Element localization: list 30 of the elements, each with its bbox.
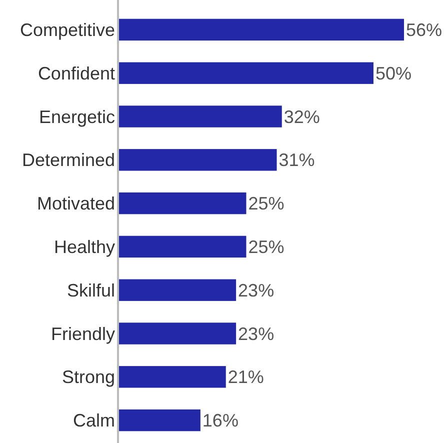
y-tick-label: Healthy (54, 237, 115, 257)
bar (119, 409, 200, 432)
y-tick-label: Confident (38, 63, 115, 84)
data-label: 16% (202, 410, 238, 431)
bar (119, 322, 236, 344)
y-tick-label: Friendly (50, 324, 115, 344)
bar (119, 236, 246, 258)
bar (119, 62, 374, 84)
data-label: 50% (375, 63, 412, 84)
data-label: 23% (238, 324, 274, 344)
y-tick-label: Competitive (20, 20, 115, 40)
y-tick-label: Energetic (38, 106, 115, 127)
y-tick-label: Skilful (66, 280, 115, 300)
bar (119, 279, 236, 301)
y-tick-label: Motivated (36, 194, 115, 214)
bar (119, 366, 226, 388)
bar (119, 149, 277, 171)
data-label: 31% (278, 150, 315, 170)
data-label: 25% (248, 194, 284, 214)
bar (119, 18, 404, 41)
y-tick-label: Determined (22, 150, 115, 170)
bar (119, 192, 246, 214)
data-label: 21% (228, 367, 264, 388)
data-label: 56% (406, 20, 442, 40)
data-label: 23% (238, 280, 274, 300)
bar (119, 106, 282, 128)
y-tick-label: Calm (72, 410, 115, 431)
data-label: 25% (248, 237, 284, 257)
data-label: 32% (284, 106, 320, 127)
y-tick-label: Strong (62, 367, 115, 388)
